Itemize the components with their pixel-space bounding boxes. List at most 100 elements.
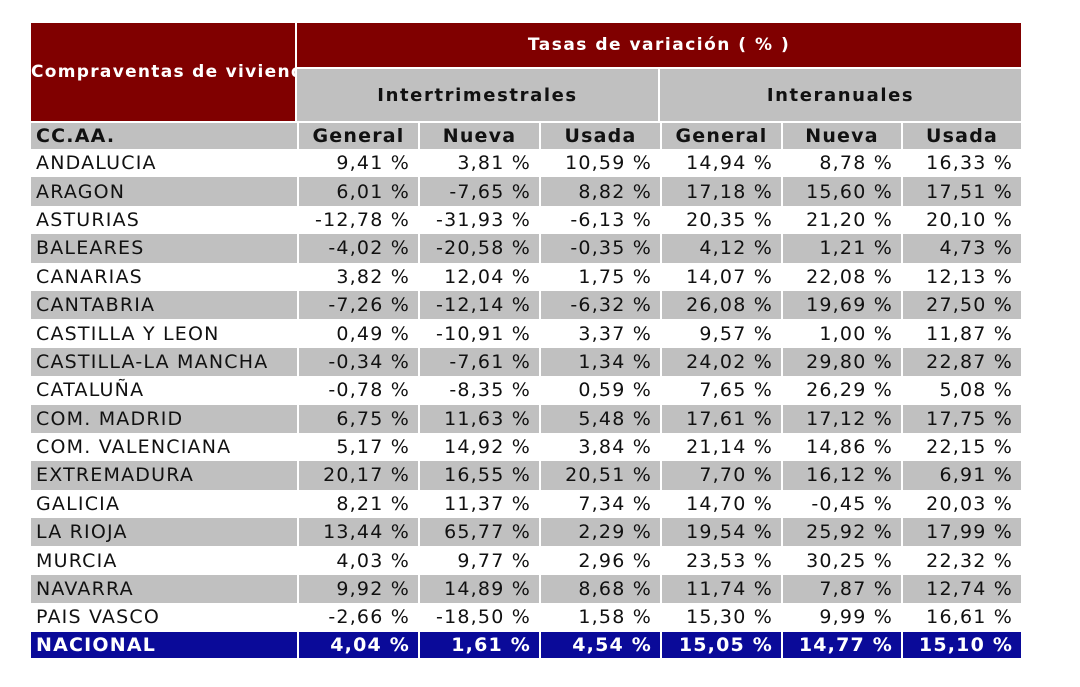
value-cell: 4,73 %	[901, 234, 1022, 263]
region-name: COM. VALENCIANA	[31, 432, 297, 462]
region-name: NAVARRA	[31, 574, 297, 604]
region-name: CATALUÑA	[31, 376, 297, 405]
value-cell: 15,05 %	[660, 631, 781, 658]
value-cell: 19,69 %	[781, 290, 901, 320]
value-cell: 20,35 %	[660, 205, 781, 235]
value-cell: 1,61 %	[418, 631, 539, 658]
value-cell: 14,70 %	[660, 489, 781, 519]
value-cell: -0,78 %	[297, 376, 418, 405]
value-cell: 1,00 %	[781, 319, 901, 348]
value-cell: 27,50 %	[901, 290, 1022, 320]
value-cell: 22,15 %	[901, 432, 1022, 462]
value-cell: -0,35 %	[539, 234, 660, 263]
value-cell: 3,84 %	[539, 432, 660, 462]
value-cell: 17,51 %	[901, 177, 1022, 206]
value-cell: 17,99 %	[901, 518, 1022, 547]
region-name: BALEARES	[31, 234, 297, 263]
value-cell: 25,92 %	[781, 518, 901, 547]
table-row: CANTABRIA -7,26 % -12,14 % -6,32 % 26,08 % 19…	[31, 290, 1022, 320]
value-cell: -20,58 %	[418, 234, 539, 263]
value-cell: 5,48 %	[539, 404, 660, 433]
value-cell: 3,37 %	[539, 319, 660, 348]
value-cell: 7,70 %	[660, 461, 781, 490]
value-cell: -18,50 %	[418, 603, 539, 632]
value-cell: -7,26 %	[297, 290, 418, 320]
value-cell: -0,45 %	[781, 489, 901, 519]
table-row: EXTREMADURA 20,17 % 16,55 % 20,51 % 7,70 % 16…	[31, 461, 1022, 490]
value-cell: 7,34 %	[539, 489, 660, 519]
value-cell: 26,08 %	[660, 290, 781, 320]
region-name: PAIS VASCO	[31, 603, 297, 632]
value-cell: -4,02 %	[297, 234, 418, 263]
column-header-general: General	[297, 123, 418, 149]
column-header-ccaa: CC.AA.	[31, 123, 297, 149]
value-cell: 16,33 %	[901, 149, 1022, 178]
value-cell: -7,61 %	[418, 347, 539, 377]
value-cell: 14,77 %	[781, 631, 901, 658]
value-cell: 15,60 %	[781, 177, 901, 206]
table-row: CASTILLA Y LEON 0,49 % -10,91 % 3,37 % 9,57 …	[31, 319, 1022, 348]
table-row: ARAGON 6,01 % -7,65 % 8,82 % 17,18 % 15,60 % 1…	[31, 177, 1022, 206]
table-title: Compraventas de vivienda. 2º trimestre 2…	[31, 23, 297, 123]
value-cell: 1,58 %	[539, 603, 660, 632]
region-name: CANARIAS	[31, 262, 297, 291]
value-cell: -0,34 %	[297, 347, 418, 377]
value-cell: 9,92 %	[297, 574, 418, 604]
value-cell: 7,87 %	[781, 574, 901, 604]
table-row: ANDALUCIA 9,41 % 3,81 % 10,59 % 14,94 % 8,78 …	[31, 149, 1022, 178]
value-cell: 14,89 %	[418, 574, 539, 604]
region-name: GALICIA	[31, 489, 297, 519]
value-cell: 17,12 %	[781, 404, 901, 433]
value-cell: 0,59 %	[539, 376, 660, 405]
value-cell: 8,21 %	[297, 489, 418, 519]
value-cell: 15,30 %	[660, 603, 781, 632]
tasas-header: Tasas de variación ( % )	[297, 23, 1022, 69]
value-cell: 11,87 %	[901, 319, 1022, 348]
table-row: COM. VALENCIANA 5,17 % 14,92 % 3,84 % 21,14 …	[31, 432, 1022, 462]
value-cell: 9,57 %	[660, 319, 781, 348]
value-cell: 19,54 %	[660, 518, 781, 547]
value-cell: -6,32 %	[539, 290, 660, 320]
column-header-usada: Usada	[901, 123, 1022, 149]
value-cell: 8,82 %	[539, 177, 660, 206]
table-row: ASTURIAS -12,78 % -31,93 % -6,13 % 20,35 % 21…	[31, 205, 1022, 235]
value-cell: 21,14 %	[660, 432, 781, 462]
value-cell: 20,17 %	[297, 461, 418, 490]
table-row: COM. MADRID 6,75 % 11,63 % 5,48 % 17,61 % 17,…	[31, 404, 1022, 433]
value-cell: -12,14 %	[418, 290, 539, 320]
value-cell: 22,32 %	[901, 546, 1022, 575]
value-cell: 14,92 %	[418, 432, 539, 462]
region-name: ARAGON	[31, 177, 297, 206]
value-cell: -7,65 %	[418, 177, 539, 206]
value-cell: 6,91 %	[901, 461, 1022, 490]
value-cell: -10,91 %	[418, 319, 539, 348]
value-cell: 7,65 %	[660, 376, 781, 405]
value-cell: -12,78 %	[297, 205, 418, 235]
variation-rates-table: Compraventas de vivienda. 2º trimestre 2…	[31, 23, 1022, 658]
value-cell: 24,02 %	[660, 347, 781, 377]
table-row: CANARIAS 3,82 % 12,04 % 1,75 % 14,07 % 22,08 …	[31, 262, 1022, 291]
value-cell: 16,61 %	[901, 603, 1022, 632]
value-cell: 23,53 %	[660, 546, 781, 575]
value-cell: 17,75 %	[901, 404, 1022, 433]
value-cell: 17,18 %	[660, 177, 781, 206]
value-cell: 8,68 %	[539, 574, 660, 604]
group-header-interanuales: Interanuales	[660, 69, 1022, 123]
value-cell: 22,87 %	[901, 347, 1022, 377]
value-cell: 11,63 %	[418, 404, 539, 433]
value-cell: 4,03 %	[297, 546, 418, 575]
column-header-nueva: Nueva	[418, 123, 539, 149]
value-cell: 6,75 %	[297, 404, 418, 433]
value-cell: 5,08 %	[901, 376, 1022, 405]
region-name: CANTABRIA	[31, 290, 297, 320]
value-cell: 20,10 %	[901, 205, 1022, 235]
value-cell: 3,81 %	[418, 149, 539, 178]
value-cell: -6,13 %	[539, 205, 660, 235]
value-cell: 9,99 %	[781, 603, 901, 632]
value-cell: 2,29 %	[539, 518, 660, 547]
value-cell: 3,82 %	[297, 262, 418, 291]
value-cell: 12,04 %	[418, 262, 539, 291]
value-cell: 14,07 %	[660, 262, 781, 291]
value-cell: 12,13 %	[901, 262, 1022, 291]
value-cell: 20,51 %	[539, 461, 660, 490]
